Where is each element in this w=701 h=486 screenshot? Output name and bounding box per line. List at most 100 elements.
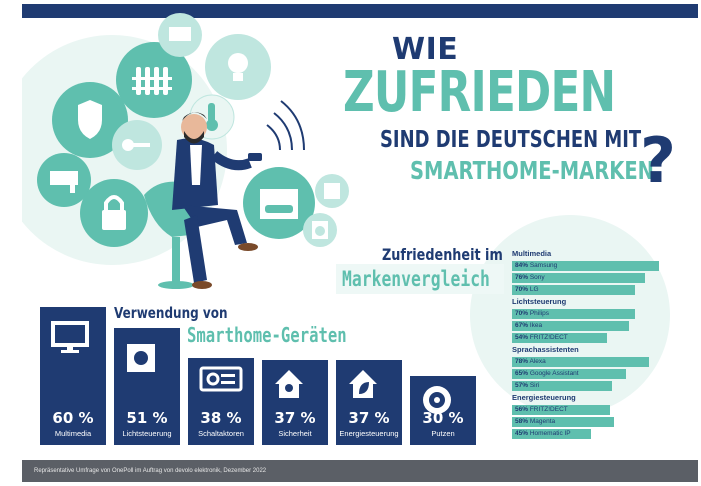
brand-name-label: Alexa: [529, 358, 546, 365]
footer-source: Repräsentative Umfrage von OnePoll im Au…: [22, 460, 698, 482]
brand-label: 56% FRITZ!DECT: [515, 405, 568, 415]
brand-value-label: 84%: [515, 262, 529, 269]
usage-category-label: Energiesteuerung: [339, 428, 399, 438]
brand-comparison-chart: Multimedia 84% Samsung 76% Sony 70% LG Licht…: [512, 248, 687, 440]
brand-row: 57% Siri: [512, 380, 687, 391]
brand-bar: [512, 417, 614, 427]
usage-subheading: Smarthome-Geräten: [187, 323, 347, 347]
brand-name-label: Samsung: [529, 262, 558, 269]
usage-value-label: 37 %: [274, 408, 316, 427]
brand-value-label: 57%: [515, 382, 529, 389]
brand-group-label: Energiesteuerung: [512, 393, 576, 402]
house-bell-icon: [275, 369, 303, 398]
brand-bar: [512, 381, 612, 391]
brand-value-label: 65%: [515, 370, 529, 377]
brand-label: 78% Alexa: [515, 357, 546, 367]
brand-name-label: LG: [529, 286, 539, 293]
brand-row: 78% Alexa: [512, 356, 687, 367]
brand-label: 76% Sony: [515, 273, 545, 283]
brand-row: 56% FRITZ!DECT: [512, 404, 687, 415]
title-smarthome: SMARTHOME-MARKEN: [410, 156, 654, 185]
brand-name-label: Homematic IP: [529, 430, 571, 437]
brand-value-label: 76%: [515, 274, 529, 281]
brand-bar: [512, 261, 659, 271]
brand-label: 70% Philips: [515, 309, 549, 319]
brand-bar: [512, 405, 610, 415]
brand-label: 54% FRITZ!DECT: [515, 333, 568, 343]
usage-tile: 37 % Sicherheit: [262, 359, 328, 445]
usage-category-label: Sicherheit: [278, 428, 312, 438]
brand-value-label: 58%: [515, 418, 529, 425]
usage-tile: 30 % Putzen: [410, 376, 476, 445]
brand-row: 67% Ikea: [512, 320, 687, 331]
brand-value-label: 56%: [515, 406, 529, 413]
brand-bar: [512, 273, 645, 283]
usage-tile: 37 % Energiesteuerung: [336, 359, 402, 445]
title-wie: WIE: [392, 32, 459, 67]
brand-group-label: Sprachassistenten: [512, 345, 579, 354]
title-question-mark: ?: [640, 124, 676, 197]
brand-row: 54% FRITZ!DECT: [512, 332, 687, 343]
brand-name-label: Siri: [529, 382, 540, 389]
brand-row: 84% Samsung: [512, 260, 687, 271]
usage-tile: 51 % Lichtsteuerung: [114, 327, 180, 445]
brand-name-label: FRITZ!DECT: [529, 334, 568, 341]
brand-label: 45% Homematic IP: [515, 429, 571, 439]
brand-name-label: Sony: [529, 274, 545, 281]
brand-value-label: 67%: [515, 322, 529, 329]
brand-label: 57% Siri: [515, 381, 539, 391]
brand-value-label: 78%: [515, 358, 529, 365]
robot-vacuum-icon: [423, 386, 451, 414]
usage-heading: Verwendung von: [114, 304, 228, 322]
title-sind: SIND DIE DEUTSCHEN MIT: [380, 127, 642, 153]
usage-tile: 60 % Multimedia: [40, 307, 106, 445]
brand-name-label: Magenta: [529, 418, 556, 425]
brand-row: 45% Homematic IP: [512, 428, 687, 439]
brand-label: 65% Google Assistant: [515, 369, 579, 379]
brand-label: 84% Samsung: [515, 261, 557, 271]
brand-bar: [512, 357, 649, 367]
brand-bar: [512, 309, 635, 319]
brand-row: 65% Google Assistant: [512, 368, 687, 379]
brand-label: 58% Magenta: [515, 417, 555, 427]
brand-value-label: 70%: [515, 286, 529, 293]
switch-actuator-icon: [199, 366, 243, 392]
house-leaf-icon: [349, 369, 377, 398]
person-figure: [144, 112, 262, 289]
tv-icon: [51, 321, 89, 353]
brand-name-label: Google Assistant: [529, 370, 579, 377]
usage-tile: 38 % Schaltaktoren: [188, 357, 254, 445]
comparison-subheading: Markenvergleich: [342, 267, 490, 291]
brand-name-label: Ikea: [529, 322, 543, 329]
title-zufrieden: ZUFRIEDEN: [343, 60, 616, 125]
brand-bar: [512, 285, 635, 295]
brand-bar: [512, 333, 607, 343]
brand-label: 67% Ikea: [515, 321, 542, 331]
brand-bar: [512, 429, 591, 439]
light-switch-icon: [127, 343, 155, 372]
brand-value-label: 54%: [515, 334, 529, 341]
brand-name-label: Philips: [529, 310, 549, 317]
usage-value-label: 38 %: [200, 408, 242, 427]
brand-row: 58% Magenta: [512, 416, 687, 427]
brand-name-label: FRITZ!DECT: [529, 406, 568, 413]
comparison-heading: Zufriedenheit im: [382, 245, 503, 264]
brand-label: 70% LG: [515, 285, 539, 295]
usage-value-label: 60 %: [52, 409, 94, 427]
brand-row: 76% Sony: [512, 272, 687, 283]
hero-illustration: [22, 13, 349, 289]
usage-value-label: 51 %: [126, 408, 168, 427]
usage-value-label: 37 %: [348, 408, 390, 427]
brand-bar: [512, 369, 626, 379]
usage-category-label: Putzen: [431, 429, 455, 438]
usage-category-label: Multimedia: [54, 429, 92, 438]
usage-category-label: Lichtsteuerung: [122, 428, 172, 438]
usage-value-label: 30 %: [422, 409, 464, 427]
brand-group-label: Multimedia: [512, 249, 552, 258]
brand-row: 70% LG: [512, 284, 687, 295]
brand-value-label: 70%: [515, 310, 529, 317]
brand-row: 70% Philips: [512, 308, 687, 319]
brand-value-label: 45%: [515, 430, 529, 437]
comparison-subheading-box: Markenvergleich: [336, 264, 504, 294]
brand-bar: [512, 321, 630, 331]
